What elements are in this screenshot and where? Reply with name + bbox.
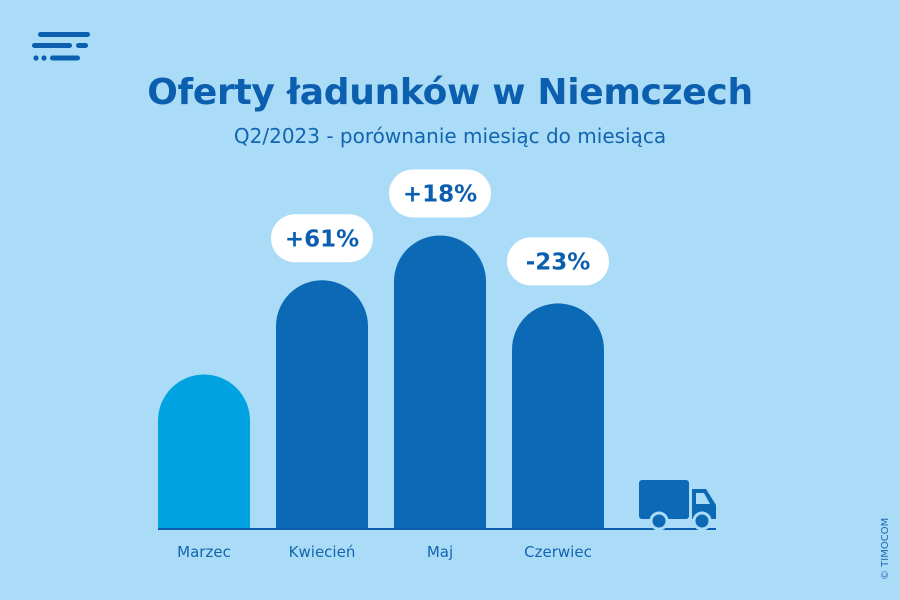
- data-labels-group: +61% +18% -23%: [271, 169, 609, 286]
- category-label: Maj: [427, 543, 453, 561]
- data-label-pill: [507, 237, 609, 286]
- data-label: +61%: [285, 226, 359, 252]
- category-label: Kwiecień: [289, 543, 356, 561]
- copyright-text: © TIMOCOM: [880, 517, 891, 580]
- category-labels-group: Marzec Kwiecień Maj Czerwiec: [177, 543, 592, 561]
- bar-marzec: [158, 374, 250, 529]
- data-label: -23%: [526, 249, 591, 275]
- chart-title: Oferty ładunków w Niemczech: [147, 72, 753, 113]
- data-label-pill: [389, 169, 491, 218]
- data-label: +18%: [403, 181, 477, 207]
- data-label-pill: [271, 214, 373, 263]
- category-label: Czerwiec: [524, 543, 592, 561]
- truck-icon: [639, 480, 716, 531]
- chart-subtitle: Q2/2023 - porównanie miesiąc do miesiąca: [233, 124, 667, 148]
- bars-group: [158, 235, 604, 530]
- timocom-logo-icon: [32, 32, 90, 61]
- bar-maj: [394, 235, 487, 530]
- bar-czerwiec: [512, 303, 604, 529]
- category-label: Marzec: [177, 543, 231, 561]
- bar-kwiecień: [276, 280, 368, 529]
